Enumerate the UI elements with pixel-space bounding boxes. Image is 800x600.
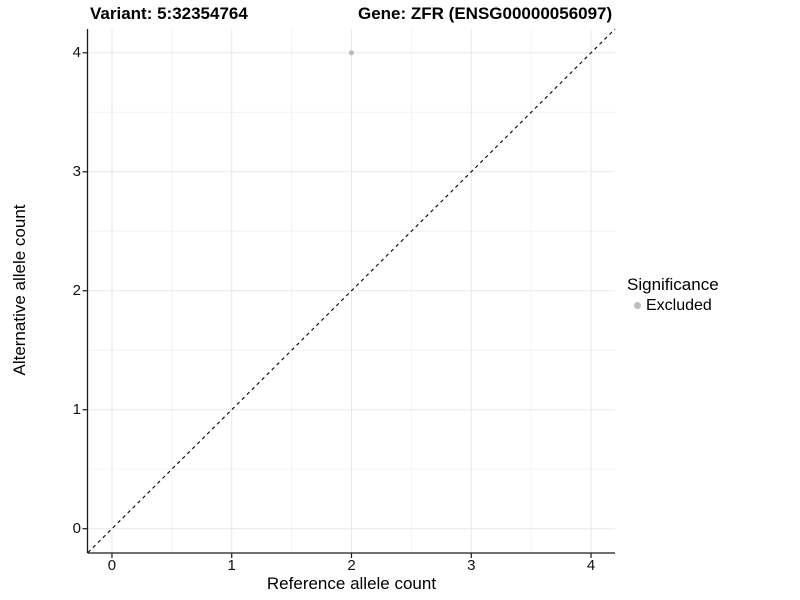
y-tick-label: 1 bbox=[72, 400, 81, 418]
legend-item-label: Excluded bbox=[646, 297, 712, 314]
y-tick-label: 3 bbox=[72, 162, 81, 180]
x-axis-title: Reference allele count bbox=[266, 574, 437, 593]
x-tick-label: 2 bbox=[347, 557, 356, 574]
plot-title-gene: Gene: ZFR (ENSG00000056097) bbox=[358, 4, 613, 23]
identity-reference-line bbox=[87, 28, 616, 553]
legend-item-excluded: Excluded bbox=[627, 297, 719, 314]
plot-title-variant: Variant: 5:32354764 bbox=[90, 4, 248, 23]
y-tick-label: 2 bbox=[72, 281, 81, 299]
y-tick-label: 4 bbox=[72, 43, 81, 61]
y-axis-title: Alternative allele count bbox=[10, 204, 29, 376]
legend: Significance Excluded bbox=[627, 275, 719, 314]
x-tick-label: 4 bbox=[586, 557, 596, 574]
x-tick-label: 0 bbox=[107, 557, 117, 574]
x-tick-label: 3 bbox=[467, 557, 476, 574]
y-tick-label: 0 bbox=[72, 519, 81, 537]
data-point-excluded bbox=[348, 50, 355, 56]
legend-title: Significance bbox=[627, 275, 719, 294]
excluded-circle-icon bbox=[634, 302, 641, 309]
x-tick-label: 1 bbox=[227, 557, 236, 574]
